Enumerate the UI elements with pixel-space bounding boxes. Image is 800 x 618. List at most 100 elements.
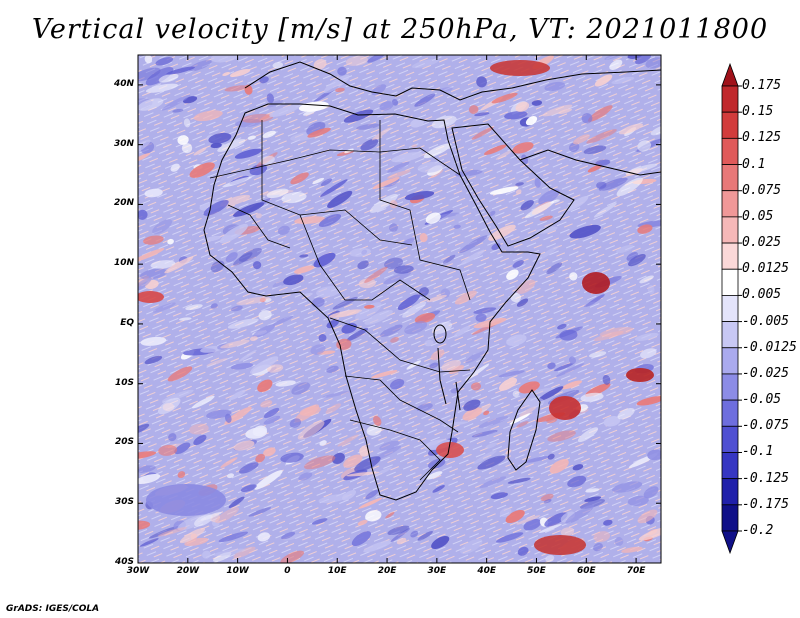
velocity-blob — [236, 296, 270, 305]
velocity-blob — [202, 550, 211, 559]
velocity-blob — [371, 370, 398, 379]
colorbar-label: -0.2 — [742, 523, 774, 538]
velocity-blob — [177, 135, 189, 145]
velocity-blob — [636, 138, 661, 152]
velocity-blob — [496, 532, 524, 543]
velocity-blob — [371, 127, 392, 141]
velocity-blob — [249, 164, 268, 176]
velocity-blob — [318, 214, 342, 227]
velocity-blob — [230, 305, 243, 312]
velocity-blob — [426, 294, 447, 303]
lon-label: 70E — [626, 566, 646, 576]
velocity-blob — [465, 363, 490, 381]
velocity-blob — [138, 98, 153, 110]
velocity-blob — [465, 350, 485, 364]
lat-label: 10N — [113, 258, 134, 269]
velocity-blob — [138, 67, 161, 82]
velocity-blob — [506, 269, 519, 280]
velocity-blob — [263, 447, 276, 457]
velocity-blob — [193, 147, 207, 156]
velocity-blob — [220, 457, 238, 468]
velocity-blob — [253, 261, 262, 270]
velocity-blob — [617, 408, 635, 420]
velocity-blob — [213, 548, 246, 557]
velocity-blob — [318, 493, 349, 504]
velocity-blob — [397, 294, 421, 311]
velocity-blob — [546, 262, 563, 275]
velocity-blob — [183, 118, 191, 128]
velocity-blob — [515, 101, 530, 112]
velocity-blob — [417, 530, 433, 541]
velocity-blob — [263, 415, 281, 425]
velocity-blob — [580, 392, 604, 402]
velocity-blob — [470, 382, 482, 391]
page-title: Vertical velocity [m/s] at 250hPa, VT: 2… — [31, 14, 769, 45]
velocity-blob — [474, 112, 490, 117]
velocity-blob — [560, 527, 575, 537]
velocity-blob — [224, 85, 248, 92]
europe-coastline — [244, 61, 661, 101]
velocity-blob — [152, 302, 176, 313]
velocity-blob — [349, 247, 371, 257]
velocity-blob — [225, 252, 238, 263]
velocity-blob — [138, 423, 150, 434]
velocity-blob — [475, 313, 487, 322]
velocity-blob — [637, 140, 651, 152]
velocity-blob — [304, 455, 336, 470]
colorbar-segment — [721, 425, 739, 453]
velocity-blob — [543, 499, 552, 504]
velocity-blob — [213, 552, 232, 562]
velocity-blob — [621, 546, 643, 553]
velocity-blob — [593, 542, 603, 552]
velocity-blob — [483, 144, 507, 155]
colorbar-segment — [721, 399, 739, 427]
velocity-blob — [520, 200, 534, 211]
velocity-blob — [429, 362, 439, 369]
velocity-blob — [411, 144, 418, 148]
velocity-blob — [555, 363, 585, 377]
lat-label: 30N — [113, 138, 134, 149]
colorbar-segment — [721, 373, 739, 401]
velocity-blob — [509, 413, 531, 425]
velocity-blob — [193, 110, 223, 122]
velocity-blob — [222, 176, 252, 188]
velocity-blob — [272, 62, 284, 69]
velocity-blob — [200, 345, 223, 353]
velocity-blob — [168, 433, 177, 442]
velocity-blob — [425, 471, 443, 480]
velocity-blob — [372, 415, 382, 426]
velocity-blob — [635, 55, 652, 65]
velocity-blob — [364, 309, 393, 325]
velocity-blob — [460, 538, 483, 555]
velocity-blob — [323, 74, 350, 94]
velocity-blob — [463, 399, 481, 411]
velocity-blob — [476, 76, 488, 88]
colorbar-label: -0.175 — [742, 496, 789, 512]
velocity-blob — [167, 238, 174, 245]
velocity-blob — [403, 238, 415, 245]
velocity-blob — [639, 275, 654, 284]
velocity-blob — [291, 382, 311, 395]
velocity-blob — [240, 484, 257, 492]
velocity-blob — [545, 555, 555, 563]
velocity-blob — [263, 435, 272, 441]
velocity-blob — [495, 150, 513, 160]
velocity-blob — [558, 108, 573, 115]
velocity-blob — [483, 410, 490, 416]
velocity-blob — [573, 134, 590, 145]
velocity-blob — [391, 152, 423, 163]
velocity-blob — [259, 76, 269, 84]
lon-label: 20E — [377, 566, 397, 576]
velocity-blob — [239, 462, 259, 474]
velocity-blob — [406, 360, 421, 370]
velocity-blob — [275, 380, 296, 387]
velocity-blob — [609, 59, 623, 71]
velocity-blob — [612, 481, 643, 493]
velocity-blob — [374, 445, 402, 460]
velocity-blob — [510, 292, 521, 303]
velocity-blob — [414, 312, 436, 324]
velocity-blob — [396, 537, 407, 545]
colorbar-segment — [721, 137, 739, 165]
velocity-blob — [491, 92, 518, 104]
velocity-feature — [549, 396, 581, 420]
